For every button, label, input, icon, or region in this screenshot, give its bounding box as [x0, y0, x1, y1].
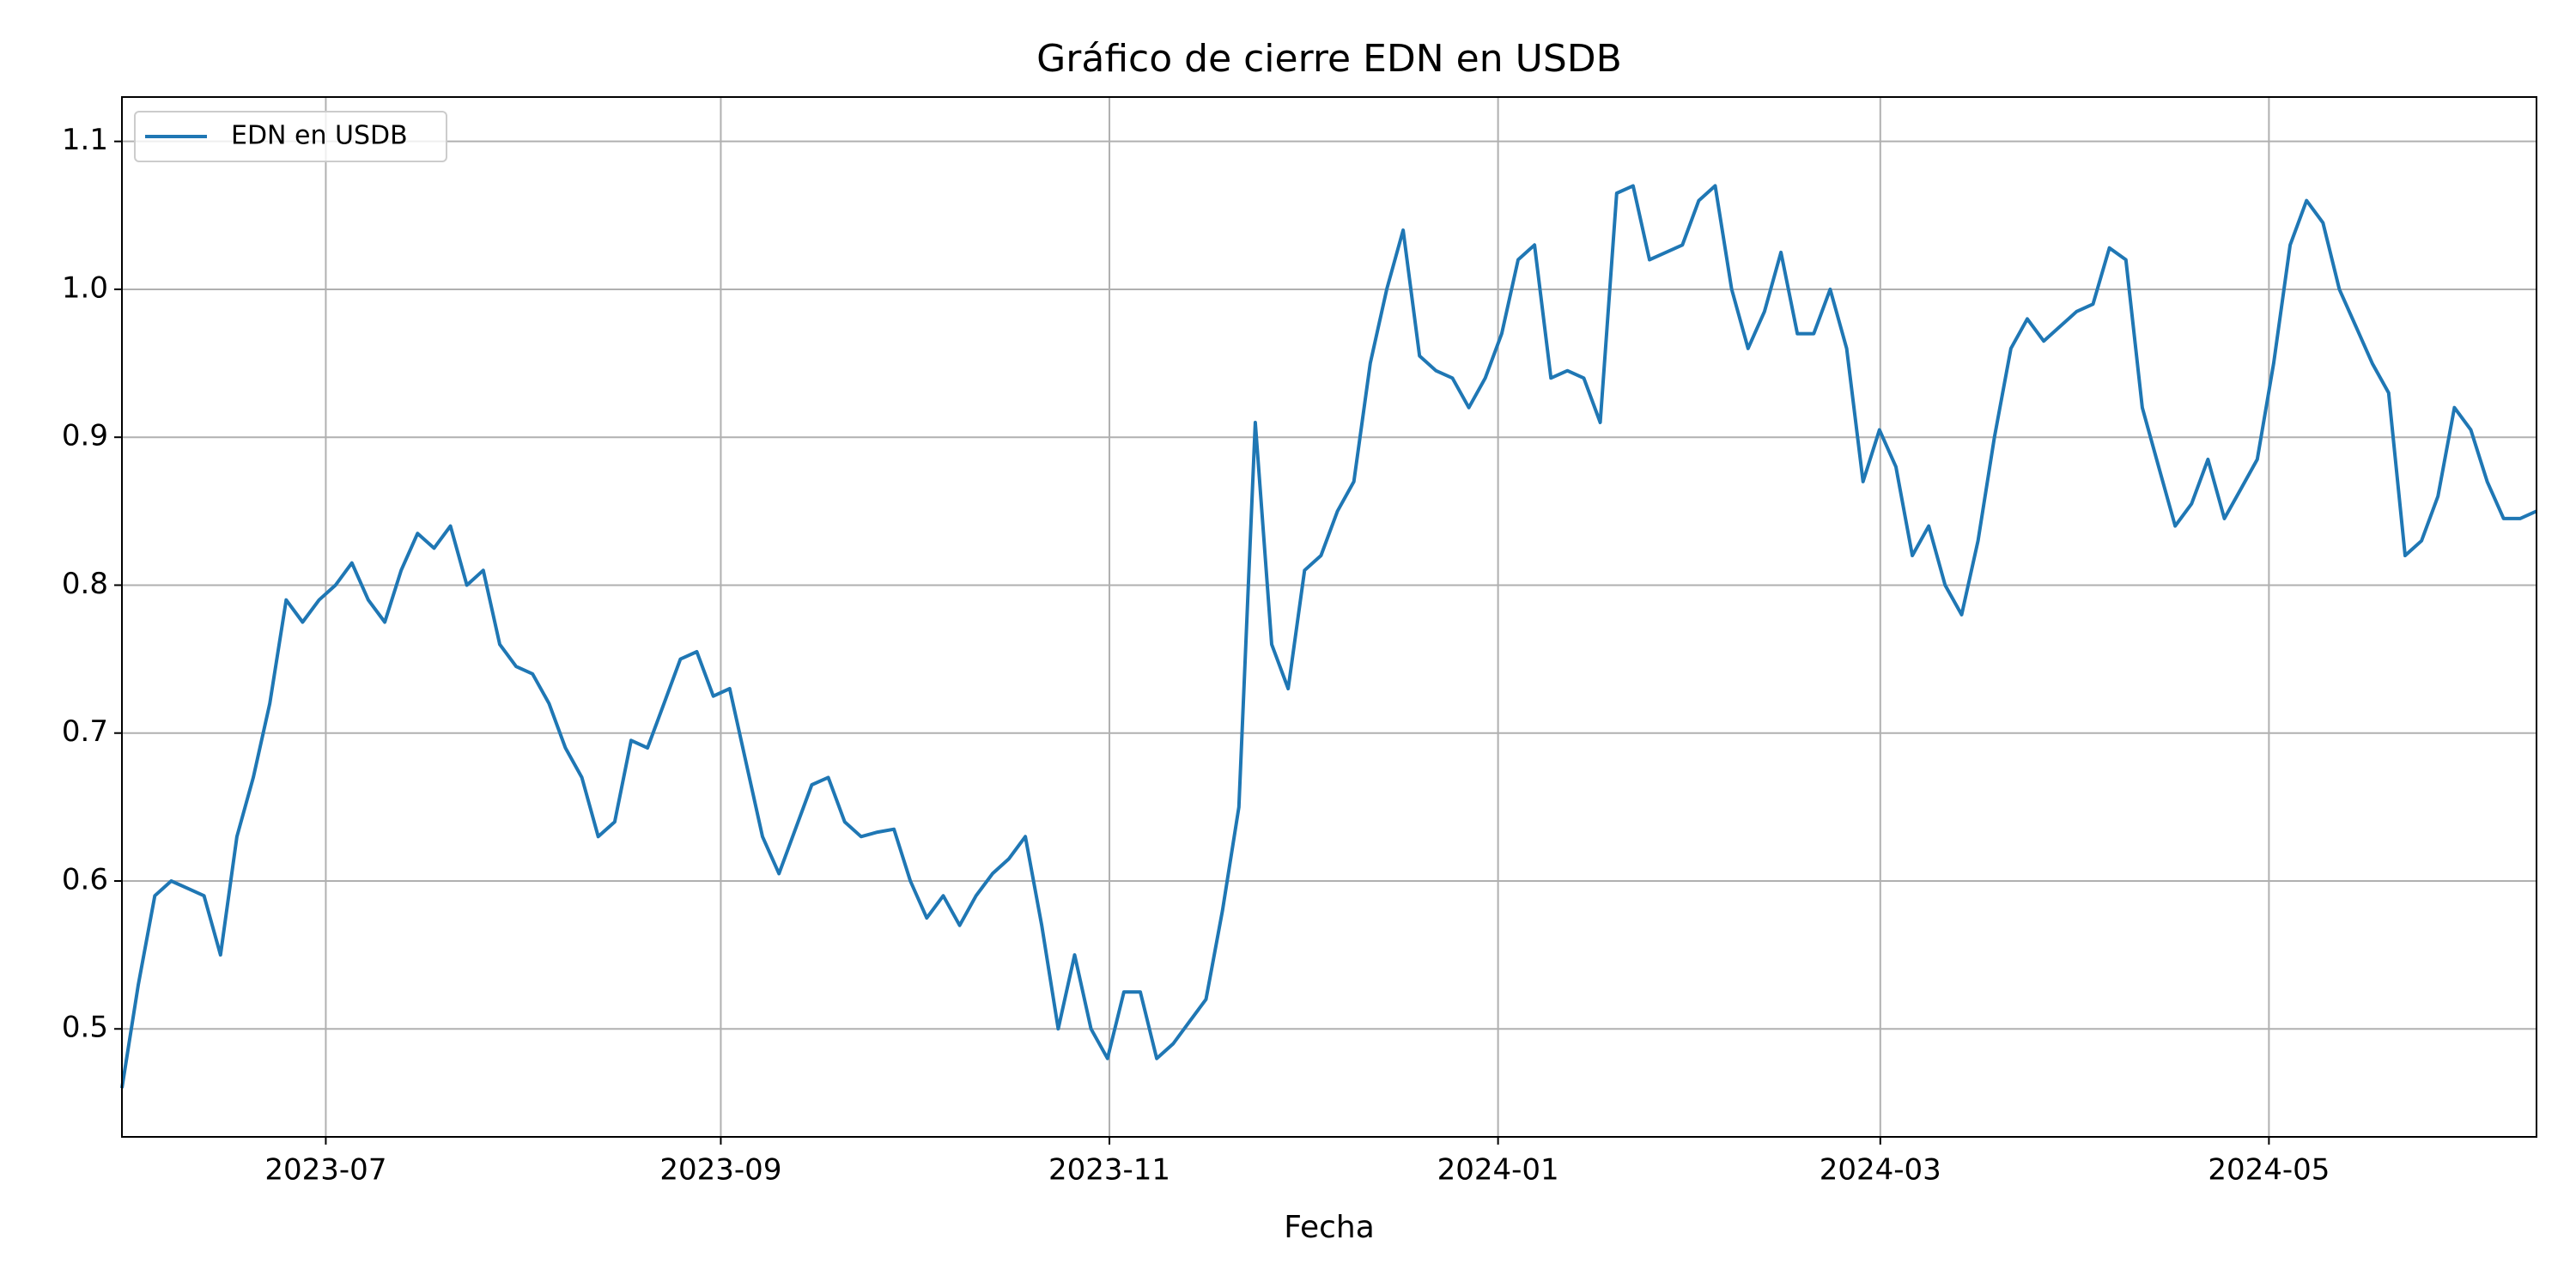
y-tick-label: 1.1: [62, 123, 108, 157]
y-tick-label: 1.0: [62, 270, 108, 305]
x-tick-label: 2024-05: [2208, 1153, 2330, 1188]
y-tick-label: 0.7: [62, 714, 108, 749]
y-tick-label: 0.6: [62, 862, 108, 896]
x-tick-label: 2023-09: [659, 1153, 781, 1188]
legend-box: [134, 111, 447, 162]
x-tick-label: 2023-11: [1048, 1153, 1170, 1188]
axes-frame: [121, 96, 2537, 1138]
chart-title: Gráfico de cierre EDN en USDB: [1036, 37, 1622, 81]
y-tick-label: 0.8: [62, 567, 108, 601]
y-tick-label: 0.5: [62, 1011, 108, 1045]
data-line: [120, 184, 2537, 1089]
plot-area: [120, 184, 2537, 1089]
grid: 0.5 0.6 0.7 0.8 0.9 1.0 1.1 2023-07 2023-09 2023-…: [62, 97, 2537, 1188]
legend: EDN en USDB: [134, 111, 447, 162]
y-tick-label: 0.9: [62, 419, 108, 453]
x-tick-label: 2024-01: [1437, 1153, 1559, 1188]
x-tick-label: 2023-07: [264, 1153, 386, 1188]
x-axis-label: Fecha: [1284, 1210, 1375, 1245]
legend-label: EDN en USDB: [231, 121, 408, 151]
x-tick-label: 2024-03: [1820, 1153, 1941, 1188]
